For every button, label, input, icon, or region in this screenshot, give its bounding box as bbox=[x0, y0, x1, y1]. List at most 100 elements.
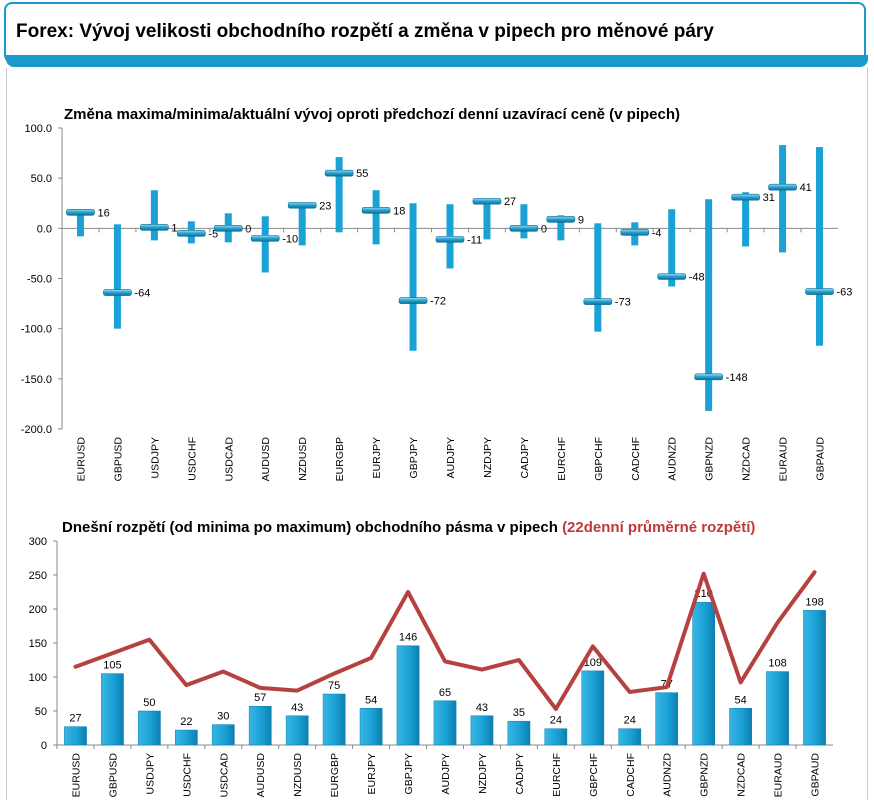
header-accent-bar bbox=[6, 55, 868, 67]
chart1-current-marker bbox=[103, 289, 132, 296]
chart2-bar bbox=[618, 728, 642, 746]
chart1-range-bar bbox=[298, 204, 306, 246]
chart1-y-tick-label: -150.0 bbox=[21, 374, 52, 386]
chart1-value-label: 18 bbox=[393, 205, 405, 217]
chart1-y-tick-label: -100.0 bbox=[21, 324, 52, 336]
chart1-category-label: AUDUSD bbox=[260, 437, 272, 482]
chart1-current-marker bbox=[472, 197, 502, 205]
chart1-value-label: -48 bbox=[689, 271, 705, 283]
chart1-current-marker bbox=[398, 297, 428, 304]
chart2-bar bbox=[138, 710, 161, 746]
chart2-category-label: GBPCHF bbox=[588, 753, 600, 797]
header-box: Forex: Vývoj velikosti obchodního rozpět… bbox=[4, 2, 866, 63]
chart1-current-marker bbox=[546, 216, 576, 223]
chart2-category-label: GBPJPY bbox=[403, 753, 415, 794]
chart2-bar bbox=[174, 729, 198, 746]
chart1-current-marker bbox=[324, 169, 354, 177]
chart1-category-label: NZDUSD bbox=[297, 437, 309, 481]
chart2-bar bbox=[248, 705, 272, 746]
chart1-range-bar bbox=[779, 145, 787, 253]
chart1-value-label: -73 bbox=[615, 297, 631, 309]
chart1-value-label: 0 bbox=[245, 223, 251, 235]
chart1-current-marker bbox=[177, 230, 206, 237]
chart2-category-label: EURCHF bbox=[551, 753, 563, 797]
chart2-category-label: NZDUSD bbox=[292, 753, 304, 797]
chart1-range-bar bbox=[816, 147, 824, 346]
chart2-bar bbox=[803, 610, 826, 746]
chart2-category-label: GBPAUD bbox=[810, 753, 822, 797]
chart1-value-label: -10 bbox=[282, 233, 298, 245]
chart1-current-marker bbox=[213, 225, 243, 232]
chart2-category-label: NZDJPY bbox=[477, 753, 489, 794]
chart1-value-label: 31 bbox=[763, 192, 775, 204]
chart2-y-tick-label: 300 bbox=[29, 536, 47, 548]
chart2-bar bbox=[507, 720, 531, 746]
chart1-current-marker bbox=[250, 235, 280, 242]
chart1-range-bar bbox=[261, 216, 269, 273]
chart1-value-label: -5 bbox=[208, 228, 218, 240]
chart1-value-label: 16 bbox=[97, 207, 109, 219]
chart2-bar bbox=[655, 692, 679, 746]
chart1-value-label: -72 bbox=[430, 296, 446, 308]
chart1-range-bar bbox=[150, 190, 158, 241]
chart2-bar-label: 146 bbox=[399, 632, 417, 644]
chart2-bar-label: 75 bbox=[328, 680, 340, 692]
chart2-bar-label: 43 bbox=[291, 702, 303, 714]
chart1-category-label: USDCHF bbox=[186, 437, 198, 481]
chart2-bar bbox=[359, 708, 383, 746]
chart1-current-marker bbox=[583, 298, 613, 305]
chart2-y-tick-label: 100 bbox=[29, 672, 47, 684]
chart2-bar-label: 43 bbox=[476, 702, 488, 714]
chart1-value-label: -4 bbox=[652, 227, 662, 239]
chart1-category-label: GBPJPY bbox=[408, 437, 420, 478]
chart2-y-tick-label: 0 bbox=[41, 740, 47, 752]
chart1-value-label: -63 bbox=[837, 287, 853, 299]
page-title: Forex: Vývoj velikosti obchodního rozpět… bbox=[16, 21, 714, 42]
chart1-category-label: NZDCAD bbox=[741, 437, 753, 481]
chart2-category-label: USDCAD bbox=[218, 753, 230, 798]
chart1-current-marker bbox=[657, 273, 687, 280]
chart2-y-tick-label: 200 bbox=[29, 604, 47, 616]
chart2-bar bbox=[729, 708, 752, 746]
chart2-category-label: EURJPY bbox=[366, 753, 378, 794]
chart2-category-label: EURAUD bbox=[773, 753, 785, 798]
chart2-bar bbox=[581, 670, 605, 746]
chart2-bar bbox=[692, 601, 716, 746]
chart1-current-marker bbox=[361, 206, 391, 214]
chart2-title: Dnešní rozpětí (od minima po maximum) ob… bbox=[62, 519, 755, 536]
chart1-category-label: EURJPY bbox=[371, 437, 383, 478]
chart1-value-label: 9 bbox=[578, 214, 584, 226]
chart2-bar bbox=[396, 645, 420, 746]
chart2-category-label: CADJPY bbox=[514, 753, 526, 794]
chart1-current-marker bbox=[509, 225, 539, 232]
chart1-range-bar bbox=[742, 192, 750, 247]
chart1-current-marker bbox=[620, 229, 650, 236]
chart1-category-label: GBPAUD bbox=[815, 437, 827, 481]
chart2-bar-label: 109 bbox=[584, 657, 602, 669]
chart1-current-marker bbox=[768, 183, 797, 191]
chart2-bar-label: 35 bbox=[513, 707, 525, 719]
chart1-value-label: -64 bbox=[134, 288, 150, 300]
chart1-category-label: AUDNZD bbox=[667, 437, 679, 481]
chart1-category-label: EURUSD bbox=[75, 437, 87, 482]
chart2-bar-label: 24 bbox=[624, 715, 636, 727]
chart2-bar bbox=[64, 726, 87, 746]
chart1-category-label: NZDJPY bbox=[482, 437, 494, 478]
chart2-category-label: NZDCAD bbox=[736, 753, 748, 797]
chart2-category-label: AUDNZD bbox=[662, 753, 674, 797]
chart1-value-label: 23 bbox=[319, 200, 331, 212]
chart1-value-label: 1 bbox=[171, 222, 177, 234]
chart1-category-label: GBPUSD bbox=[112, 437, 124, 482]
chart2-bar-label: 27 bbox=[69, 713, 81, 725]
chart1-category-label: USDJPY bbox=[149, 437, 161, 478]
chart1-value-label: 55 bbox=[356, 168, 368, 180]
chart1-current-marker bbox=[66, 208, 95, 216]
chart1-range-bar bbox=[705, 199, 713, 411]
chart2-bar bbox=[433, 700, 457, 746]
chart1-value-label: 0 bbox=[541, 223, 547, 235]
chart1-value-label: 27 bbox=[504, 196, 516, 208]
chart1-value-label: 41 bbox=[800, 182, 812, 194]
chart2-bar-label: 54 bbox=[734, 694, 746, 706]
chart1-y-tick-label: 100.0 bbox=[24, 123, 52, 135]
